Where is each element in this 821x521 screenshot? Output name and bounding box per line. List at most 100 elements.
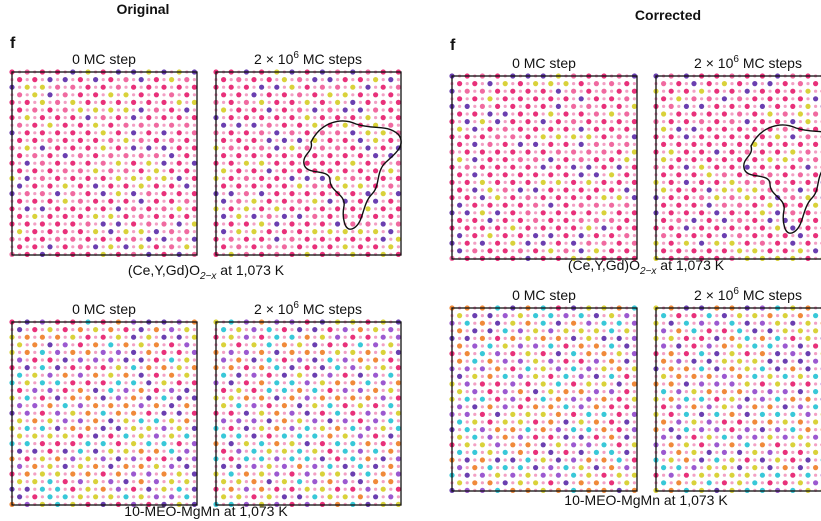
lattice-site <box>737 172 743 178</box>
lattice-site <box>700 112 704 116</box>
lattice-site <box>556 405 561 409</box>
lattice-site <box>357 183 363 189</box>
lattice-site <box>266 198 272 204</box>
lattice-site <box>517 111 524 117</box>
lattice-site <box>282 381 286 385</box>
lattice-site <box>707 321 711 325</box>
lattice-site <box>776 82 780 86</box>
lattice-site <box>94 426 98 430</box>
lattice-site <box>146 471 152 477</box>
lattice-site <box>594 180 599 184</box>
lattice-site <box>266 92 272 98</box>
lattice-site <box>511 142 515 146</box>
lattice-site <box>24 236 30 242</box>
lattice-site <box>191 115 197 121</box>
lattice-site <box>783 397 787 401</box>
lattice-site <box>328 442 332 446</box>
lattice-site <box>510 335 516 341</box>
lattice-site <box>760 420 765 424</box>
lattice-panel <box>653 305 821 493</box>
lattice-site <box>162 78 166 82</box>
lattice-site <box>517 434 524 440</box>
lattice-site <box>706 313 712 319</box>
lattice-site <box>730 450 734 454</box>
lattice-site <box>480 112 484 116</box>
lattice-site <box>487 157 493 163</box>
lattice-site <box>170 381 174 385</box>
lattice-site <box>380 425 386 431</box>
lattice-site <box>170 487 174 491</box>
lattice-site <box>184 418 190 424</box>
lattice-site <box>365 99 371 105</box>
lattice-site <box>290 434 294 438</box>
lattice-site <box>55 380 61 386</box>
lattice-site <box>351 230 355 234</box>
lattice-site <box>752 248 758 254</box>
lattice-site <box>282 116 286 120</box>
lattice-site <box>275 449 279 453</box>
lattice-site <box>47 342 53 348</box>
lattice-site <box>374 472 378 476</box>
lattice-site <box>738 104 742 108</box>
lattice-site <box>578 358 584 364</box>
lattice-site <box>236 229 242 235</box>
lattice-site <box>563 358 569 364</box>
lattice-site <box>282 396 286 400</box>
lattice-site <box>586 457 592 463</box>
lattice-site <box>752 126 758 132</box>
lattice-site <box>699 381 705 387</box>
lattice-site <box>730 329 734 333</box>
lattice-site <box>266 433 272 439</box>
lattice-site <box>662 120 666 124</box>
lattice-site <box>169 77 175 83</box>
lattice-site <box>782 343 788 349</box>
lattice-site <box>472 434 478 440</box>
lattice-site <box>259 191 265 197</box>
lattice-site <box>259 115 265 121</box>
lattice-site <box>169 463 175 469</box>
lattice-site <box>229 123 233 127</box>
lattice-site <box>458 226 462 230</box>
lattice-site <box>139 396 143 400</box>
lattice-site <box>632 112 637 116</box>
lattice-site <box>86 93 90 97</box>
lattice-site <box>745 218 749 222</box>
lattice-site <box>722 196 727 200</box>
lattice-site <box>304 425 310 431</box>
lattice-site <box>555 396 562 402</box>
lattice-site <box>593 358 600 364</box>
lattice-site <box>684 374 689 378</box>
lattice-site <box>139 335 143 339</box>
lattice-site <box>782 111 788 117</box>
lattice-site <box>32 327 38 333</box>
lattice-site <box>266 122 272 128</box>
lattice-site <box>267 335 271 339</box>
lattice-site <box>116 404 120 408</box>
lattice-site <box>185 381 189 385</box>
lattice-site <box>116 138 120 142</box>
lattice-site <box>18 442 22 446</box>
lattice-site <box>700 158 704 162</box>
lattice-site <box>502 81 508 87</box>
lattice-site <box>366 169 370 173</box>
lattice-site <box>631 320 638 326</box>
lattice-site <box>123 372 129 378</box>
lattice-site <box>738 321 742 325</box>
lattice-site <box>25 495 29 499</box>
lattice-site <box>71 449 75 453</box>
panel-caption: 10-MEO-MgMn at 1,073 K <box>124 503 288 519</box>
lattice-site <box>267 381 271 385</box>
lattice-site <box>586 225 592 231</box>
lattice-site <box>139 381 143 385</box>
lattice-site <box>184 342 190 348</box>
lattice-site <box>571 472 577 478</box>
lattice-site <box>548 465 554 471</box>
lattice-site <box>776 420 780 424</box>
lattice-site <box>472 465 478 471</box>
lattice-site <box>555 320 562 326</box>
lattice-site <box>610 321 614 325</box>
lattice-site <box>267 116 271 120</box>
lattice-site <box>124 161 128 165</box>
lattice-site <box>222 472 226 476</box>
lattice-site <box>221 448 227 454</box>
